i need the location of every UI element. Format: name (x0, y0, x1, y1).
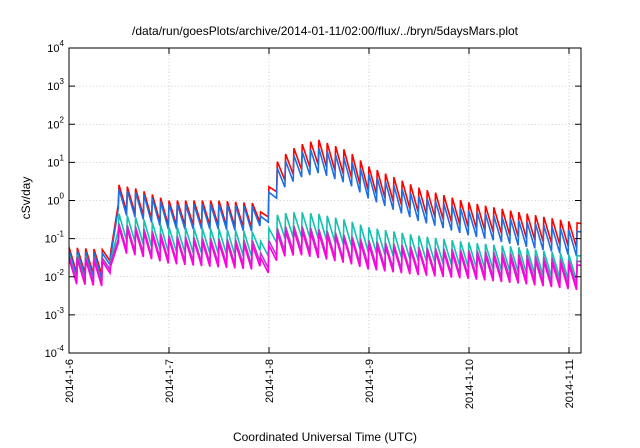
axis-ticks: 10-4 10-3 10-2 10-1 100 101 102 103 104 2014-1-6 2… (45, 39, 581, 409)
y-tick-label: 10-4 (45, 344, 65, 360)
y-tick-label: 103 (47, 77, 64, 93)
x-tick-label: 2014-1-10 (464, 359, 476, 409)
series-line-3 (69, 212, 581, 284)
y-axis-label: cSv/day (19, 177, 33, 220)
series-line-2 (69, 147, 581, 279)
y-tick-label: 101 (47, 153, 64, 169)
y-tick-label: 102 (47, 115, 64, 131)
y-tick-label: 10-1 (45, 230, 65, 246)
chart-title: /data/run/goesPlots/archive/2014-01-11/0… (132, 24, 519, 38)
y-tick-label: 10-3 (45, 306, 65, 322)
x-tick-label: 2014-1-9 (364, 359, 376, 403)
plot-frame (68, 47, 582, 354)
series-group (69, 139, 581, 291)
y-tick-label: 10-2 (45, 268, 65, 284)
y-tick-label: 100 (47, 192, 64, 208)
y-tick-label: 104 (47, 39, 64, 55)
series-line-5 (69, 227, 581, 291)
x-tick-label: 2014-1-7 (164, 359, 176, 403)
x-tick-label: 2014-1-8 (264, 359, 276, 403)
x-tick-label: 2014-1-6 (64, 359, 76, 403)
x-tick-label: 2014-1-11 (564, 359, 576, 408)
x-axis-label: Coordinated Universal Time (UTC) (233, 430, 417, 444)
